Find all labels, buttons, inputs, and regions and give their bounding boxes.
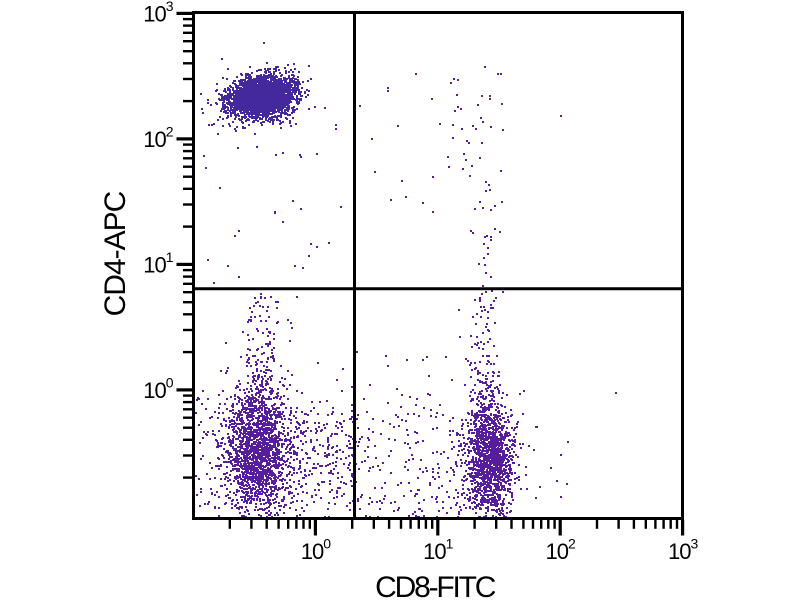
svg-text:CD8-FITC: CD8-FITC (375, 571, 496, 600)
svg-text:101: 101 (143, 249, 173, 277)
svg-text:102: 102 (143, 124, 173, 152)
svg-text:CD4-APC: CD4-APC (99, 191, 132, 316)
